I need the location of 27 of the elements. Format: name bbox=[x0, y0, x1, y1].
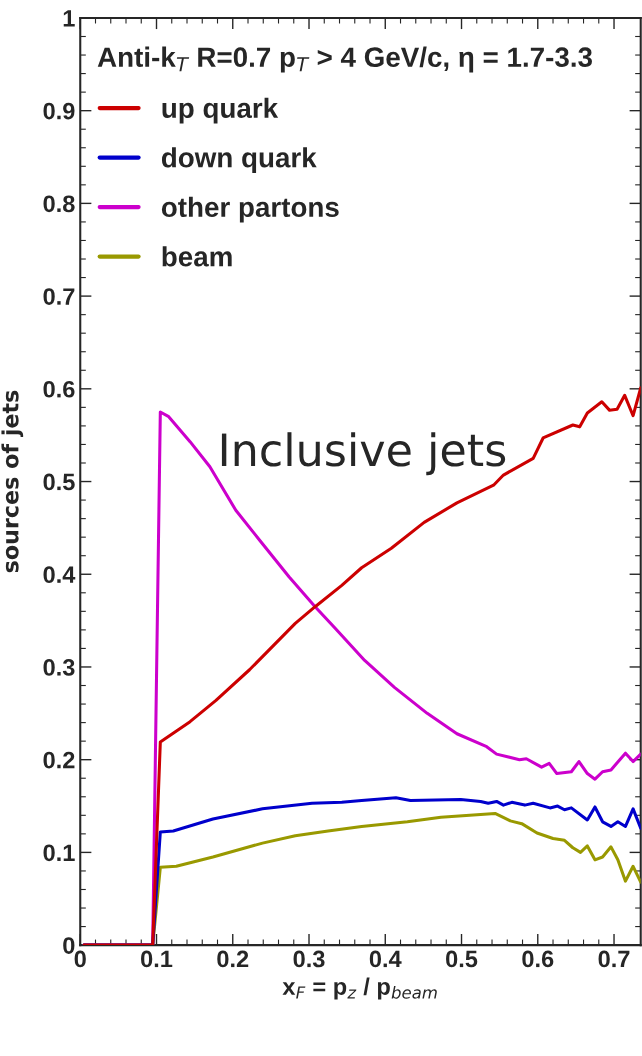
x-tick-label: 0.7 bbox=[598, 950, 630, 968]
y-tick-label: 0.5 bbox=[43, 473, 75, 491]
x-tick-label: 0.1 bbox=[141, 950, 173, 968]
x-tick-label: 0 bbox=[74, 950, 86, 968]
y-tick-label: 0.3 bbox=[43, 659, 75, 676]
y-tick-label: 0.6 bbox=[43, 380, 75, 398]
y-tick-label: 0.2 bbox=[43, 751, 75, 769]
y-tick-label: 1 bbox=[63, 10, 75, 27]
x-tick-label: 0.6 bbox=[522, 950, 554, 968]
legend-label: other partons bbox=[161, 196, 339, 223]
legend-label: up quark bbox=[162, 97, 279, 124]
x-tick-label: 0.4 bbox=[369, 950, 402, 968]
y-tick-label: 0.4 bbox=[43, 566, 76, 584]
legend-label: beam bbox=[162, 246, 232, 267]
x-tick-label: 0.5 bbox=[446, 950, 478, 968]
y-tick-label: 0 bbox=[63, 937, 75, 954]
y-tick-label: 0.9 bbox=[43, 102, 75, 120]
x-axis-title: x$_{F}$ = p$_{z}$ / p$_{beam}$ bbox=[282, 977, 437, 1000]
annotation: Inclusive jets bbox=[221, 432, 506, 476]
y-tick-label: 0.7 bbox=[43, 288, 75, 305]
legend-label: down quark bbox=[161, 147, 317, 174]
y-tick-label: 0.8 bbox=[43, 195, 75, 213]
y-axis-title: sources of jets bbox=[1, 390, 24, 573]
x-tick-label: 0.3 bbox=[293, 950, 325, 968]
annotation: Anti-k$_{T}$ R=0.7 p$_{T}$ > 4 GeV/c, η = 1.7-3.3 bbox=[97, 46, 592, 73]
y-tick-label: 0.1 bbox=[43, 844, 75, 862]
x-tick-label: 0.2 bbox=[217, 950, 249, 968]
